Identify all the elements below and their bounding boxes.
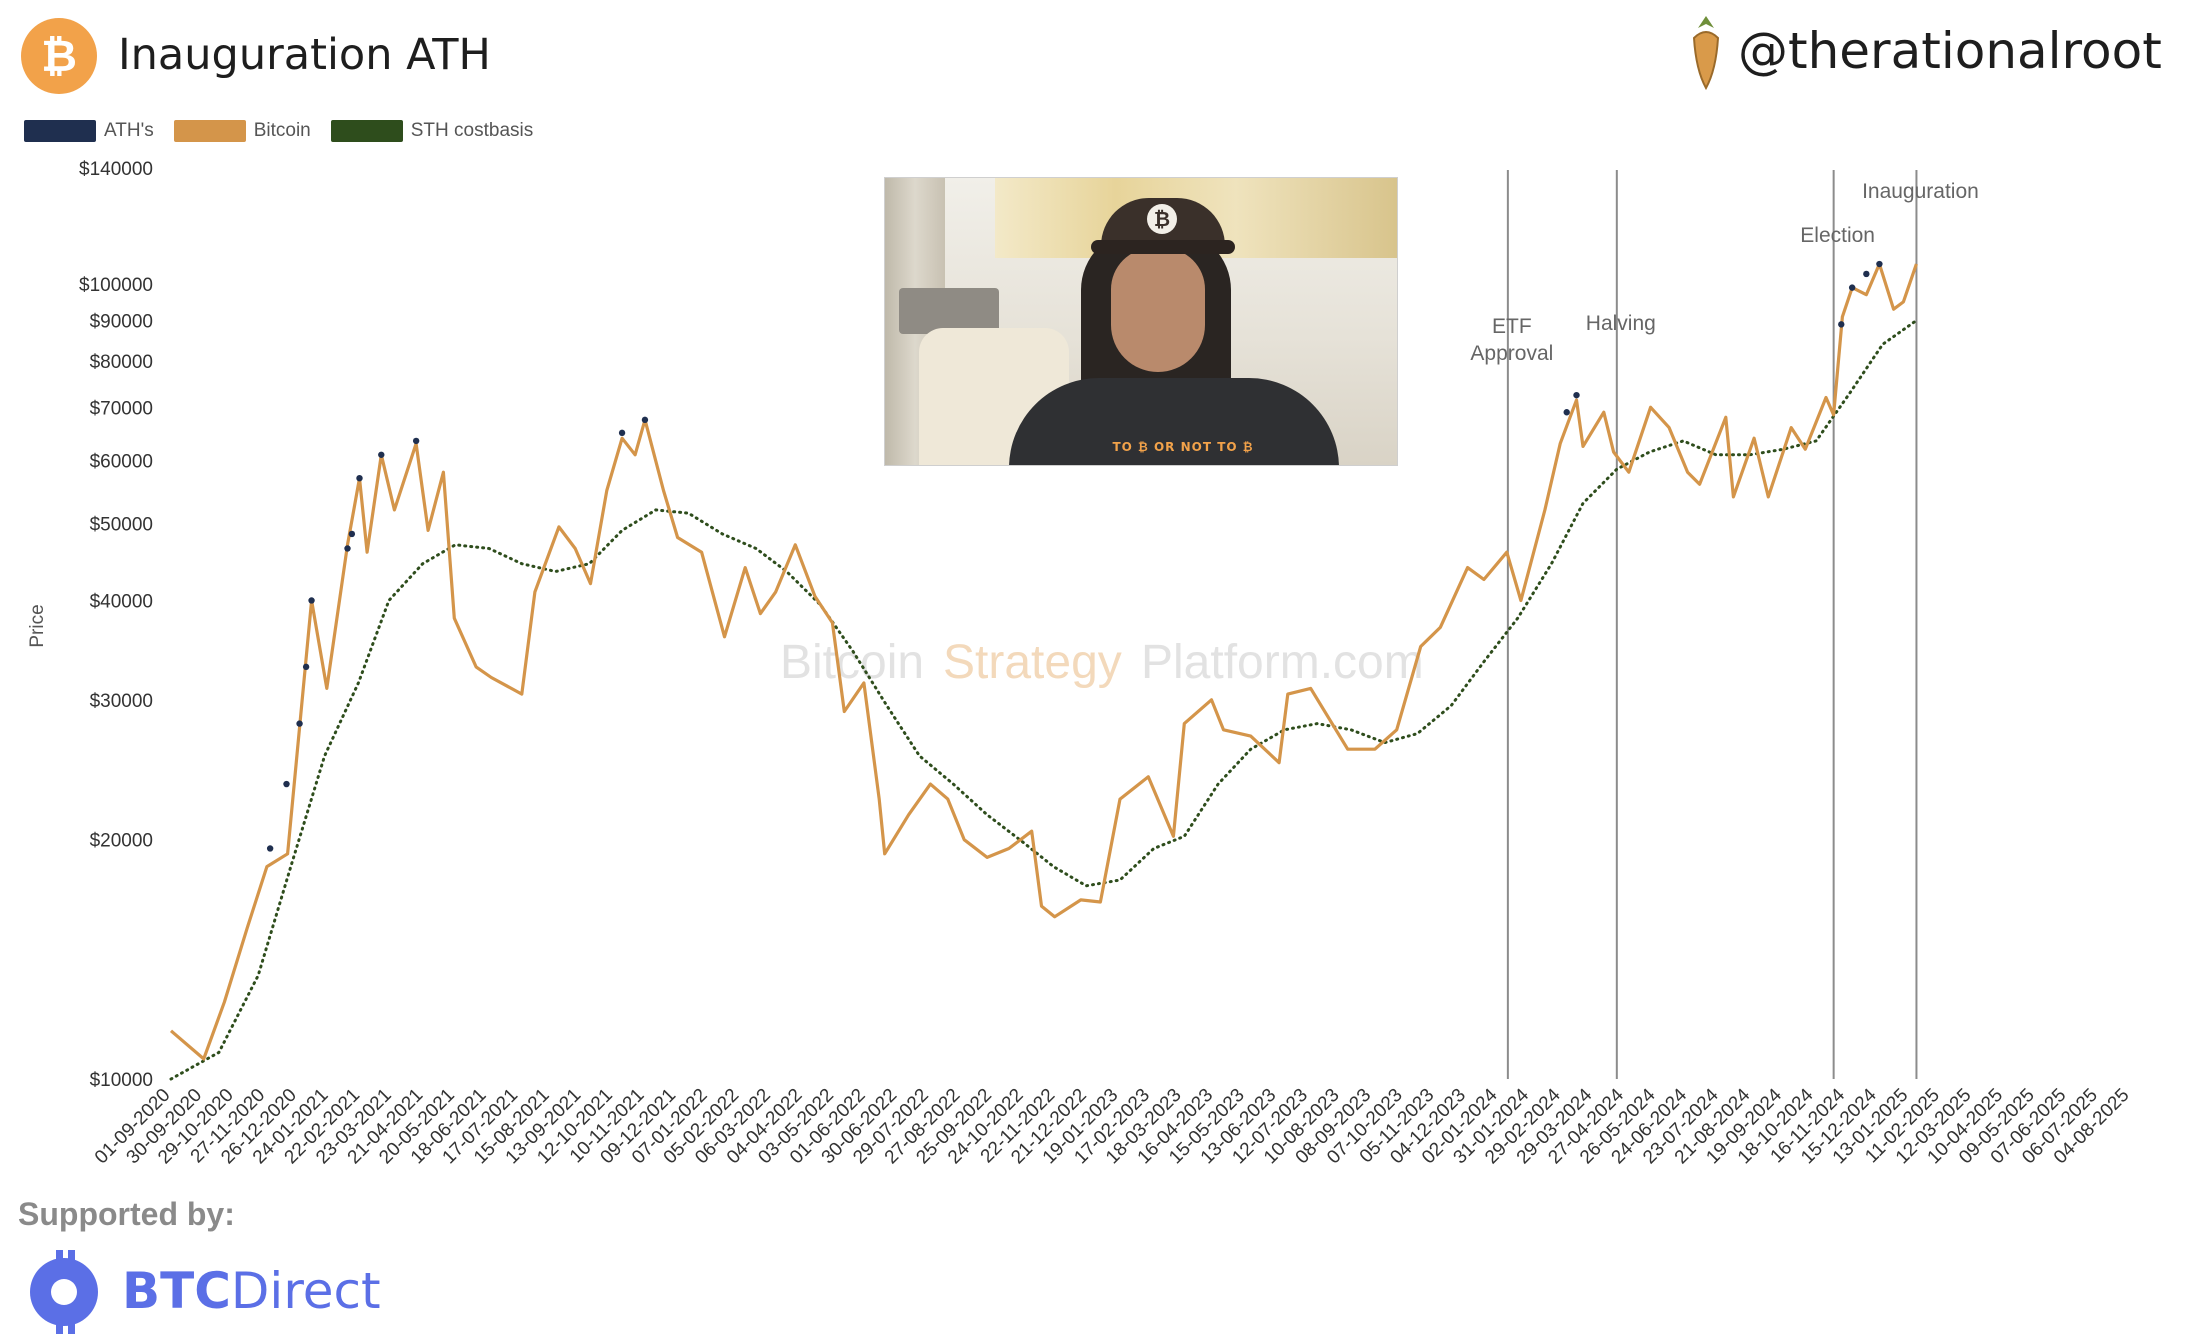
supported-by-label: Supported by: <box>18 1196 235 1232</box>
event-label: ETF <box>1492 315 1532 338</box>
ath-point <box>1876 260 1883 268</box>
event-label: Approval <box>1470 342 1553 365</box>
watermark: Bitcoin Strategy Platform.com <box>780 636 1424 689</box>
chart-legend: ATH's Bitcoin STH costbasis <box>24 118 543 144</box>
btcdirect-brand: BTCDirect <box>122 1262 381 1320</box>
ath-point <box>1838 321 1845 328</box>
y-tick-label: $90000 <box>90 312 153 333</box>
sth-costbasis-line <box>169 319 1918 1081</box>
watermark-part1: Bitcoin <box>780 636 924 689</box>
y-tick-label: $10000 <box>90 1070 153 1091</box>
ath-point <box>308 597 315 604</box>
ath-point <box>296 720 303 727</box>
ath-point <box>1848 284 1856 291</box>
ath-point <box>344 545 351 552</box>
ath-point <box>302 663 310 671</box>
carrot-icon <box>1692 16 1720 90</box>
author-handle: @therationalroot <box>1738 22 2162 80</box>
ath-point <box>348 530 356 538</box>
legend-item-sth: STH costbasis <box>330 120 534 142</box>
event-label: Election <box>1800 224 1875 247</box>
y-tick-label: $70000 <box>90 398 153 419</box>
event-lines: ETF Approval Halving Election Inauguration <box>1470 170 1979 1079</box>
legend-swatch-bitcoin <box>173 120 246 142</box>
y-tick-label: $50000 <box>90 514 153 535</box>
ath-point <box>283 780 290 788</box>
legend-label-bitcoin: Bitcoin <box>253 120 311 141</box>
watermark-part3: Platform.com <box>1141 636 1424 689</box>
legend-label-ath: ATH's <box>104 120 154 141</box>
ath-point <box>618 429 626 437</box>
bitcoin-price-line <box>169 262 1918 1061</box>
y-tick-label: $100000 <box>79 275 153 296</box>
ath-point <box>1863 270 1870 278</box>
brand-light: Direct <box>230 1262 381 1320</box>
y-tick-label: $40000 <box>90 591 153 612</box>
y-tick-label: $30000 <box>90 691 153 712</box>
event-label: Inauguration <box>1862 180 1979 203</box>
y-axis-title: Price <box>27 604 48 647</box>
bitcoin-logo-icon: ₿ <box>21 18 97 94</box>
svg-text:₿: ₿ <box>41 31 77 82</box>
ath-point <box>378 451 385 458</box>
webcam-overlay: ₿ TO ₿ OR NOT TO ₿ <box>884 177 1398 466</box>
legend-item-bitcoin: Bitcoin <box>173 120 311 142</box>
ath-point <box>1573 391 1580 399</box>
y-tick-label: $20000 <box>90 831 153 852</box>
ath-point <box>1563 409 1570 416</box>
y-tick-label: $60000 <box>90 451 153 472</box>
legend-swatch-ath <box>24 120 96 142</box>
ath-point <box>356 474 363 482</box>
page-title: Inauguration ATH <box>118 30 491 80</box>
brand-bold: BTC <box>122 1262 231 1320</box>
ath-point <box>412 437 420 445</box>
btcdirect-logo-icon <box>30 1250 98 1334</box>
y-axis: $10000 $20000 $30000 $40000 $50000 $60000 $700… <box>79 159 153 1091</box>
y-tick-label: $140000 <box>79 159 153 180</box>
ath-point <box>266 845 274 852</box>
x-axis: 01-09-202030-09-202029-10-202027-11-2020… <box>91 1084 2134 1168</box>
legend-item-ath: ATH's <box>24 120 154 142</box>
event-label: Halving <box>1586 312 1656 335</box>
y-tick-label: $80000 <box>90 352 153 373</box>
legend-label-sth: STH costbasis <box>410 120 534 141</box>
watermark-part2: Strategy <box>943 636 1122 689</box>
series-layer <box>169 260 1918 1081</box>
legend-swatch-sth <box>330 120 403 142</box>
ath-point <box>641 416 649 424</box>
